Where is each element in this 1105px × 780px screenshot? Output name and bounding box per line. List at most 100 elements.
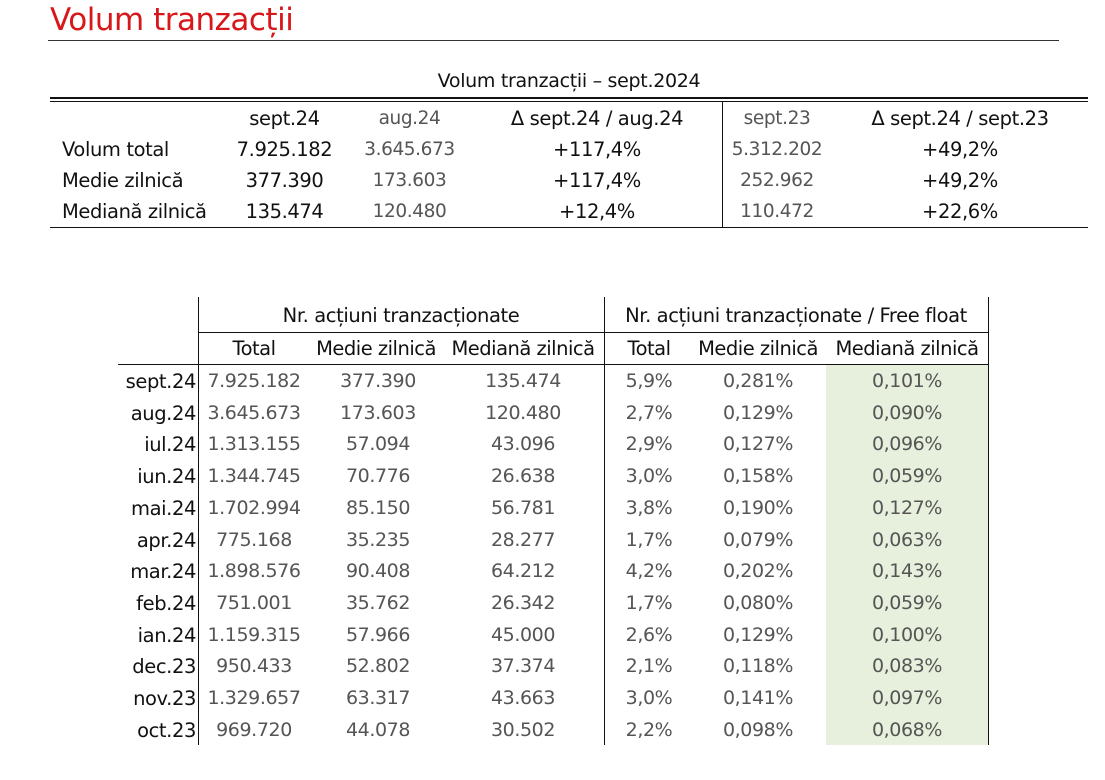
page-title: Volum tranzacții (50, 2, 294, 38)
summary-cell: +117,4% (553, 138, 641, 161)
table-row: feb.24 751.001 35.762 26.342 1,7% 0,080% 0,059… (0, 588, 1105, 620)
month-label: iul.24 (144, 433, 196, 457)
summary-bottom-rule (50, 227, 1088, 228)
month-label: ian.24 (137, 623, 197, 647)
total-cell: 1.159.315 (207, 623, 301, 646)
summary-header-row: sept.24 aug.24 Δ sept.24 / aug.24 sept.2… (50, 103, 1088, 134)
mediana-cell: 26.342 (490, 591, 556, 614)
table-row: oct.23 969.720 44.078 30.502 2,2% 0,098% 0,068… (0, 715, 1105, 747)
ff-medie-cell: 0,158% (722, 465, 794, 488)
medie-cell: 57.966 (345, 623, 411, 646)
subheader-mediana-zilnica: Mediană zilnică (451, 337, 595, 360)
ff-medie-cell: 0,098% (722, 718, 794, 741)
table-row: mai.24 1.702.994 85.150 56.781 3,8% 0,190% 0,1… (0, 493, 1105, 525)
table-row: aug.24 3.645.673 173.603 120.480 2,7% 0,129% 0… (0, 398, 1105, 430)
ff-mediana-cell: 0,097% (871, 687, 943, 709)
summary-cell: 7.925.182 (236, 138, 333, 161)
medie-cell: 85.150 (345, 496, 411, 519)
medie-cell: 63.317 (345, 687, 411, 709)
subheader-ff-mediana-zilnica: Mediană zilnică (835, 337, 979, 360)
table-row: apr.24 775.168 35.235 28.277 1,7% 0,079% 0,063… (0, 525, 1105, 557)
ff-total-cell: 4,2% (625, 560, 673, 583)
summary-row-mediana-zilnica: Mediană zilnică 135.474 120.480 +12,4% 1… (50, 196, 1088, 227)
ff-total-cell: 2,9% (625, 433, 673, 456)
ff-mediana-cell: 0,143% (871, 560, 943, 583)
medie-cell: 52.802 (345, 655, 411, 678)
ff-total-cell: 2,2% (625, 718, 673, 741)
ff-medie-cell: 0,281% (722, 370, 794, 392)
summary-cell: 3.645.673 (364, 139, 455, 160)
summary-cell: 120.480 (372, 201, 447, 222)
month-label: mar.24 (130, 560, 196, 584)
month-label: oct.23 (137, 718, 196, 742)
ff-medie-cell: 0,129% (722, 401, 794, 424)
group-header-shares: Nr. acțiuni tranzacționate (282, 303, 520, 327)
ff-mediana-cell: 0,101% (871, 370, 943, 392)
summary-cell: 5.312.202 (731, 139, 823, 160)
mediana-cell: 30.502 (490, 718, 556, 741)
total-cell: 1.329.657 (207, 687, 301, 709)
subheader-medie-zilnica: Medie zilnică (316, 337, 436, 360)
subheader-ff-medie-zilnica: Medie zilnică (698, 337, 818, 360)
title-underline (48, 40, 1059, 41)
table-right-border (988, 297, 989, 745)
ff-mediana-cell: 0,063% (871, 528, 943, 551)
ff-medie-cell: 0,079% (722, 528, 794, 551)
mediana-cell: 120.480 (485, 401, 561, 424)
table-row: nov.23 1.329.657 63.317 43.663 3,0% 0,141% 0,0… (0, 683, 1105, 715)
summary-double-rule (50, 97, 1088, 102)
ff-mediana-cell: 0,096% (871, 433, 943, 456)
summary-header-aug24: aug.24 (378, 108, 441, 129)
ff-medie-cell: 0,129% (722, 623, 794, 646)
ff-medie-cell: 0,141% (722, 687, 794, 709)
month-label: iun.24 (137, 465, 196, 489)
ff-medie-cell: 0,190% (722, 496, 794, 519)
summary-row-medie-zilnica: Medie zilnică 377.390 173.603 +117,4% 25… (50, 165, 1088, 196)
medie-cell: 35.235 (345, 528, 411, 551)
total-cell: 950.433 (216, 655, 292, 678)
summary-row-label: Volum total (62, 138, 169, 161)
ff-mediana-cell: 0,068% (871, 718, 943, 741)
ff-medie-cell: 0,127% (722, 433, 794, 456)
ff-total-cell: 3,8% (625, 496, 673, 519)
ff-total-cell: 3,0% (625, 465, 673, 488)
summary-cell: 110.472 (740, 201, 814, 222)
total-cell: 3.645.673 (207, 401, 301, 424)
month-label: mai.24 (131, 496, 196, 520)
table-row: dec.23 950.433 52.802 37.374 2,1% 0,118% 0,083… (0, 651, 1105, 683)
group-divider (604, 297, 605, 745)
ff-total-cell: 2,1% (625, 655, 673, 678)
highlight-column (826, 365, 988, 745)
ff-total-cell: 3,0% (625, 687, 673, 709)
mediana-cell: 45.000 (490, 623, 556, 646)
summary-cell: +12,4% (559, 200, 635, 223)
table-row: iul.24 1.313.155 57.094 43.096 2,9% 0,127% 0,0… (0, 429, 1105, 461)
summary-cell: 135.474 (245, 200, 324, 223)
mediana-cell: 56.781 (490, 496, 556, 519)
medie-cell: 35.762 (345, 591, 411, 614)
summary-caption: Volum tranzacții – sept.2024 (437, 70, 701, 92)
month-label: aug.24 (130, 401, 197, 425)
total-cell: 751.001 (216, 591, 292, 614)
summary-header-delta-month: Δ sept.24 / aug.24 (510, 107, 684, 130)
mediana-cell: 28.277 (490, 528, 556, 551)
group-header-rule (198, 332, 988, 333)
table-row: sept.24 7.925.182 377.390 135.474 5,9% 0,281%… (0, 366, 1105, 398)
summary-cell: +49,2% (922, 138, 998, 161)
table-row: iun.24 1.344.745 70.776 26.638 3,0% 0,158% 0,0… (0, 461, 1105, 493)
total-cell: 1.898.576 (207, 560, 301, 583)
total-cell: 7.925.182 (207, 370, 301, 392)
group-header-free-float: Nr. acțiuni tranzacționate / Free float (625, 303, 967, 327)
mediana-cell: 37.374 (490, 655, 556, 678)
ff-mediana-cell: 0,083% (871, 655, 943, 678)
ff-mediana-cell: 0,100% (871, 623, 943, 646)
total-cell: 1.344.745 (207, 465, 301, 488)
medie-cell: 44.078 (345, 718, 411, 741)
ff-mediana-cell: 0,059% (871, 465, 943, 488)
ff-medie-cell: 0,080% (722, 591, 794, 614)
ff-mediana-cell: 0,090% (871, 401, 943, 424)
month-label: nov.23 (133, 687, 196, 710)
medie-cell: 377.390 (340, 370, 416, 392)
table-row: mar.24 1.898.576 90.408 64.212 4,2% 0,202% 0,1… (0, 556, 1105, 588)
